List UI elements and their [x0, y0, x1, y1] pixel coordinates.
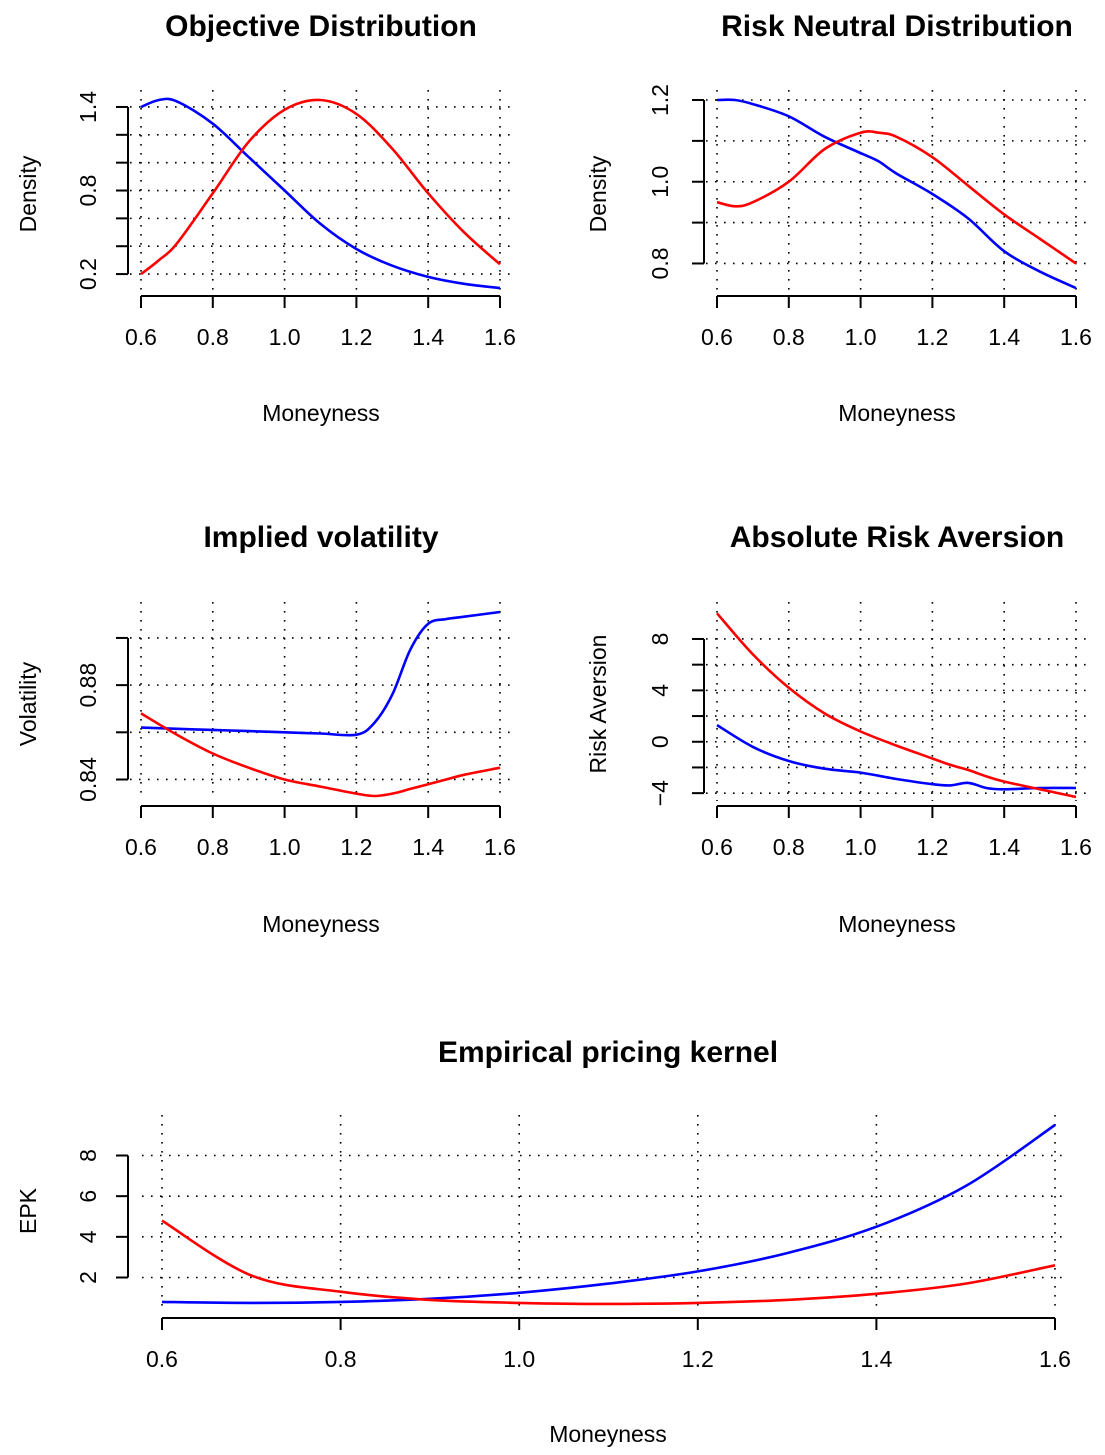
x-axis-label: Moneyness: [838, 911, 956, 937]
x-tick-label: 0.8: [773, 324, 805, 350]
x-tick-label: 1.6: [484, 324, 516, 350]
x-tick-label: 1.0: [269, 324, 301, 350]
x-tick-label: 1.2: [682, 1346, 714, 1372]
x-tick-label: 0.6: [146, 1346, 178, 1372]
objective-distribution-panel: Objective Distribution Moneyness Density…: [15, 10, 516, 426]
y-tick-label: 4: [75, 1230, 101, 1243]
x-tick-label: 1.4: [412, 324, 444, 350]
y-tick-label: 2: [75, 1271, 101, 1284]
x-axis-label: Moneyness: [838, 400, 956, 426]
blue-series-line: [140, 610, 501, 737]
blue-series-line: [716, 98, 1077, 290]
y-tick-label: 1.2: [647, 84, 673, 116]
y-tick-label: 0.84: [75, 757, 101, 802]
x-tick-label: 0.6: [125, 324, 157, 350]
risk-neutral-distribution-panel: Risk Neutral Distribution Moneyness Dens…: [585, 10, 1092, 426]
y-tick-label: 1.4: [75, 91, 101, 123]
red-series-line: [140, 98, 501, 276]
x-tick-label: 1.4: [988, 324, 1020, 350]
blue-series-line: [716, 723, 1077, 791]
panel-title: Objective Distribution: [165, 10, 477, 43]
x-tick-label: 1.0: [503, 1346, 535, 1372]
red-series-line: [161, 1219, 1056, 1306]
x-tick-label: 1.4: [860, 1346, 892, 1372]
x-tick-label: 0.8: [325, 1346, 357, 1372]
x-tick-label: 1.0: [269, 834, 301, 860]
y-tick-label: 1.0: [647, 166, 673, 198]
x-tick-label: 1.2: [916, 834, 948, 860]
panel-title: Risk Neutral Distribution: [721, 10, 1073, 43]
empirical-pricing-kernel-panel: Empirical pricing kernel Moneyness EPK 0…: [15, 1036, 1071, 1447]
red-series-line: [716, 612, 1077, 799]
y-tick-label: 0.2: [75, 258, 101, 290]
y-tick-label: 0.8: [647, 247, 673, 279]
y-axis-label: Risk Aversion: [585, 635, 611, 774]
x-tick-label: 1.6: [1060, 834, 1092, 860]
y-axis-label: Density: [15, 155, 41, 232]
y-tick-label: 8: [647, 633, 673, 646]
x-tick-label: 0.6: [701, 834, 733, 860]
y-tick-label: 0: [647, 735, 673, 748]
y-axis-label: Volatility: [15, 661, 41, 746]
panel-title: Absolute Risk Aversion: [730, 521, 1065, 554]
x-tick-label: 0.8: [773, 834, 805, 860]
x-tick-label: 0.6: [125, 834, 157, 860]
x-tick-label: 1.2: [916, 324, 948, 350]
y-tick-label: 0.8: [75, 175, 101, 207]
y-tick-label: 0.88: [75, 663, 101, 708]
x-tick-label: 1.2: [340, 324, 372, 350]
red-series-line: [140, 712, 501, 798]
x-tick-label: 1.6: [484, 834, 516, 860]
y-tick-label: −4: [647, 780, 673, 806]
implied-volatility-panel: Implied volatility Moneyness Volatility …: [15, 521, 516, 937]
x-axis-label: Moneyness: [262, 911, 380, 937]
x-tick-label: 1.6: [1039, 1346, 1071, 1372]
y-tick-label: 8: [75, 1149, 101, 1162]
y-tick-label: 6: [75, 1190, 101, 1203]
x-tick-label: 1.4: [988, 834, 1020, 860]
panel-title: Implied volatility: [203, 521, 438, 554]
panel-title: Empirical pricing kernel: [438, 1036, 778, 1069]
x-tick-label: 0.6: [701, 324, 733, 350]
blue-series-line: [161, 1123, 1056, 1305]
x-tick-label: 0.8: [197, 324, 229, 350]
x-tick-label: 0.8: [197, 834, 229, 860]
x-axis-label: Moneyness: [262, 400, 380, 426]
y-axis-label: Density: [585, 155, 611, 232]
y-axis-label: EPK: [15, 1187, 41, 1234]
red-series-line: [716, 130, 1077, 265]
x-tick-label: 1.0: [845, 324, 877, 350]
x-tick-label: 1.0: [845, 834, 877, 860]
blue-series-line: [140, 97, 501, 290]
x-tick-label: 1.2: [340, 834, 372, 860]
x-tick-label: 1.4: [412, 834, 444, 860]
x-axis-label: Moneyness: [549, 1421, 667, 1447]
absolute-risk-aversion-panel: Absolute Risk Aversion Moneyness Risk Av…: [585, 521, 1092, 937]
x-tick-label: 1.6: [1060, 324, 1092, 350]
y-tick-label: 4: [647, 684, 673, 697]
